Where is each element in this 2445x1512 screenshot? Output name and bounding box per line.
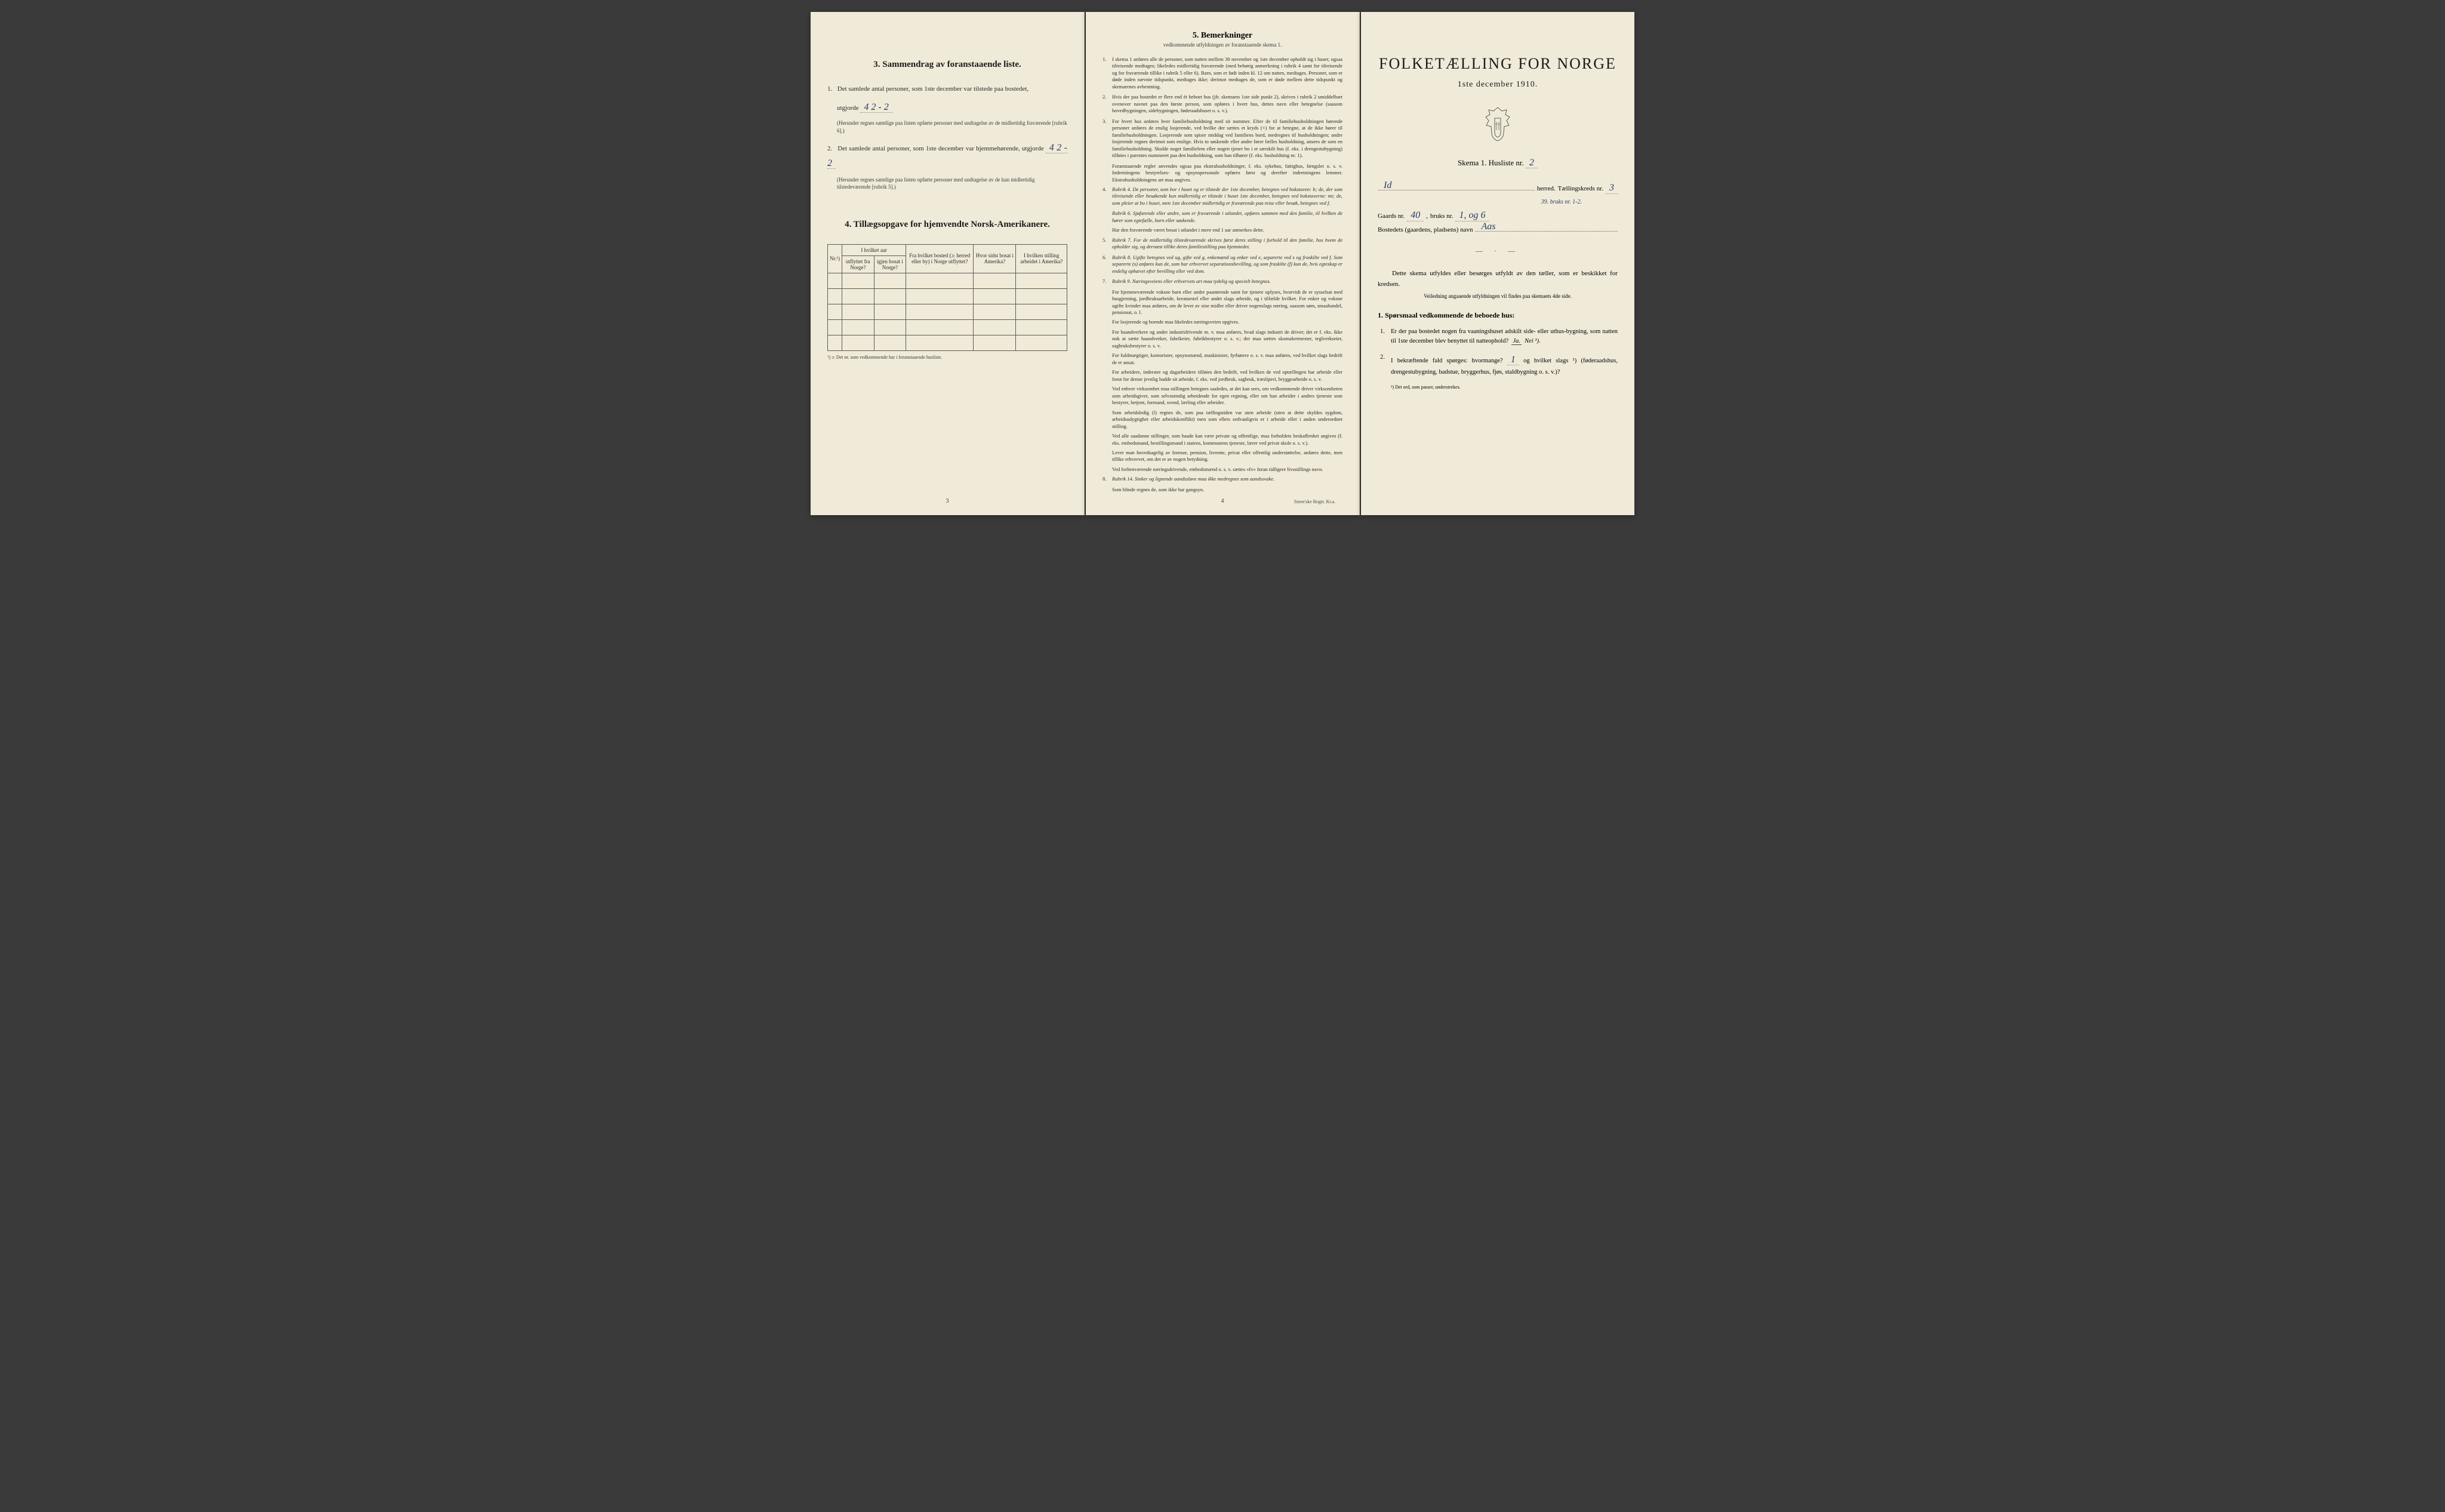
schema-line: Skema 1. Husliste nr. 2 (1378, 158, 1618, 168)
remark-3b: Foranstaaende regler anvendes ogsaa paa … (1103, 163, 1342, 183)
bosted-line: Bostedets (gaardens, pladsens) navn Aas (1378, 226, 1618, 233)
herred-line: Id herred. Tællingskreds nr. 3 (1378, 183, 1618, 194)
instruction-sub: Veiledning angaaende utfyldningen vil fi… (1378, 293, 1618, 299)
husliste-nr-value: 2 (1526, 158, 1538, 168)
table-row (828, 288, 1067, 304)
census-document: 3. Sammendrag av foranstaaende liste. 1.… (811, 12, 1634, 515)
remark-7e: For fuldmægtiger, kontorister, opsynsmæn… (1103, 352, 1342, 366)
remark-7d: For haandverkere og andre industridriven… (1103, 329, 1342, 349)
remark-7f: For arbeidere, inderster og dagarbeidere… (1103, 369, 1342, 383)
remarks-heading: 5. Bemerkninger (1103, 31, 1342, 41)
col-year-header: I hvilket aar (842, 244, 906, 255)
census-title: FOLKETÆLLING FOR NORGE (1378, 55, 1618, 73)
answer-nei: Nei ¹). (1525, 338, 1540, 344)
page-1-title-page: FOLKETÆLLING FOR NORGE 1ste december 191… (1361, 12, 1634, 515)
remark-7: 7.Rubrik 9. Næringsveiens eller erhverve… (1103, 278, 1342, 285)
herred-value: Id (1384, 180, 1391, 191)
kreds-value: 3 (1606, 183, 1618, 194)
answer-ja: Ja. (1511, 338, 1522, 345)
table-row (828, 304, 1067, 319)
col-year-out: utflyttet fra Norge? (842, 255, 874, 273)
remark-2: 2.Hvis der paa bostedet er flere end ét … (1103, 94, 1342, 114)
summary-note-2: (Herunder regnes samtlige paa listen opf… (837, 176, 1067, 191)
remark-8b: Som blinde regnes de, som ikke har gangs… (1103, 486, 1342, 493)
remark-7c: For losjerende og boende maa likeledes n… (1103, 319, 1342, 325)
page-4-remarks: 5. Bemerkninger vedkommende utfyldningen… (1086, 12, 1360, 515)
remark-4b: Rubrik 6. Sjøfarende eller andre, som er… (1103, 210, 1342, 224)
hand-note: 39. bruks nr. 1-2. (1378, 199, 1618, 205)
instruction-main: Dette skema utfyldes eller besørges utfy… (1378, 269, 1618, 290)
page-number: 3 (946, 498, 949, 504)
bosted-value: Aas (1481, 221, 1495, 232)
divider-icon: — · — (1378, 247, 1618, 255)
remark-5: 5.Rubrik 7. For de midlertidig tilstedev… (1103, 237, 1342, 251)
question-1: 1. Er der paa bostedet nogen fra vaaning… (1378, 327, 1618, 347)
remark-7h: Som arbeidsledig (l) regnes de, som paa … (1103, 409, 1342, 430)
question-2: 2. I bekræftende fald spørges: hvormange… (1378, 353, 1618, 377)
remark-4c: Har den fraværende været bosat i utlande… (1103, 227, 1342, 233)
page3-footnote: ¹) Det ord, som passer, understrekes. (1378, 384, 1618, 390)
q2-value: 1 (1507, 355, 1519, 365)
summary-note-1: (Herunder regnes samtlige paa listen opf… (837, 119, 1067, 134)
remark-4: 4.Rubrik 4. De personer, som bor i huset… (1103, 186, 1342, 207)
remark-7i: Ved alle saadanne stillinger, som baade … (1103, 433, 1342, 446)
remark-8: 8.Rubrik 14. Sinker og lignende aandsslø… (1103, 476, 1342, 482)
col-nr: Nr.¹) (828, 244, 842, 273)
table-row (828, 335, 1067, 350)
col-from: Fra hvilket bosted (ɔ: herred eller by) … (906, 244, 974, 273)
persons-present-value: 4 2 - 2 (860, 102, 892, 113)
printer-mark: Steen'ske Bogtr. Kr.a. (1294, 499, 1335, 504)
section4-heading: 4. Tillægsopgave for hjemvendte Norsk-Am… (827, 220, 1067, 230)
gaard-value: 40 (1407, 210, 1424, 221)
remark-7k: Ved forhenværende næringsdrivende, embed… (1103, 466, 1342, 473)
question-heading: 1. Spørsmaal vedkommende de beboede hus: (1378, 311, 1618, 320)
section3-heading: 3. Sammendrag av foranstaaende liste. (827, 60, 1067, 70)
remark-3: 3.For hvert hus anføres hver familiehush… (1103, 118, 1342, 159)
summary-item-1: 1. Det samlede antal personer, som 1ste … (827, 84, 1067, 95)
page-3-summary: 3. Sammendrag av foranstaaende liste. 1.… (811, 12, 1085, 515)
table-footnote: ¹) ɔ: Det nr. som vedkommende har i fora… (827, 355, 1067, 360)
col-where: Hvor sidst bosat i Amerika? (974, 244, 1016, 273)
remark-1: 1.I skema 1 anføres alle de personer, so… (1103, 56, 1342, 90)
remark-7g: Ved enhver virksomhet maa stillingen bet… (1103, 386, 1342, 406)
col-job: I hvilken stilling arbeidet i Amerika? (1016, 244, 1067, 273)
table-row (828, 319, 1067, 335)
remark-7b: For hjemmeværende voksne barn eller andr… (1103, 289, 1342, 316)
emigrant-table: Nr.¹) I hvilket aar Fra hvilket bosted (… (827, 244, 1067, 351)
page-number-4: 4 (1221, 498, 1224, 504)
remark-6: 6.Rubrik 8. Ugifte betegnes ved ug, gift… (1103, 254, 1342, 275)
census-date: 1ste december 1910. (1378, 80, 1618, 90)
remarks-sub: vedkommende utfyldningen av foranstaaend… (1103, 42, 1342, 48)
coat-of-arms-icon (1483, 106, 1513, 142)
summary-item-2: 2. Det samlede antal personer, som 1ste … (827, 140, 1067, 171)
col-year-back: igjen bosat i Norge? (874, 255, 906, 273)
table-row (828, 273, 1067, 288)
bruks-value: 1, og 6 (1455, 210, 1489, 221)
remark-7j: Lever man hovedsagelig av formue, pensio… (1103, 449, 1342, 463)
summary-fill-1: utgjorde 4 2 - 2 (827, 100, 1067, 115)
emigrant-table-container: Nr.¹) I hvilket aar Fra hvilket bosted (… (827, 244, 1067, 360)
gaard-line: Gaards nr. 40, bruks nr. 1, og 6 (1378, 210, 1618, 221)
